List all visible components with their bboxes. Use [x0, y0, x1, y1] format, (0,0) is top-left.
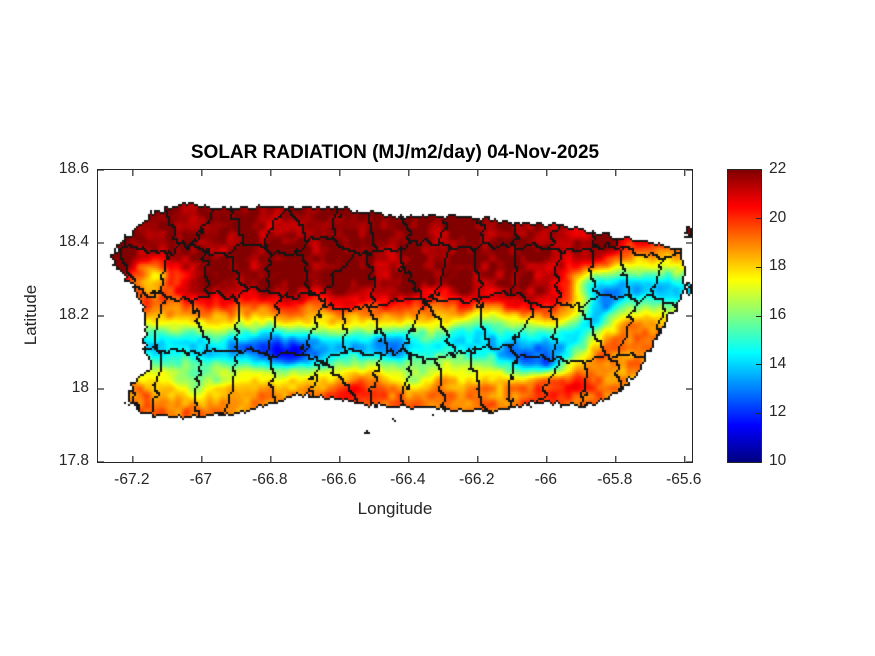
plot-area [97, 169, 693, 463]
y-tick-label: 18.4 [58, 233, 89, 250]
chart-title: SOLAR RADIATION (MJ/m2/day) 04-Nov-2025 [190, 142, 600, 163]
x-tick-label: -66 [534, 471, 557, 488]
x-tick-label: -66.6 [321, 471, 357, 488]
y-tick-label: 17.8 [58, 452, 89, 469]
colorbar-tick-label: 22 [769, 160, 787, 177]
colorbar-tick-mark [756, 412, 761, 414]
x-tick-label: -65.6 [666, 471, 702, 488]
heatmap-canvas [98, 170, 692, 462]
x-tick-label: -67.2 [114, 471, 150, 488]
x-tick-label: -65.8 [597, 471, 633, 488]
x-tick-label: -66.2 [459, 471, 495, 488]
colorbar-tick-label: 10 [769, 452, 787, 469]
colorbar-tick-label: 20 [769, 208, 787, 226]
x-tick-label: -66.8 [252, 471, 288, 488]
x-axis-label: Longitude [357, 499, 433, 518]
y-tick-label: 18.6 [58, 160, 89, 177]
y-tick-label: 18.2 [58, 306, 89, 323]
axis-ticks [98, 170, 692, 462]
x-tick-label: -67 [189, 471, 213, 488]
colorbar-tick-mark [756, 315, 761, 317]
colorbar-tick-mark [756, 218, 761, 220]
colorbar-tick-label: 16 [769, 306, 787, 323]
colorbar-tick-label: 18 [769, 257, 787, 275]
y-tick-label: 18 [71, 379, 89, 396]
colorbar-tick-mark [756, 266, 761, 268]
colorbar-tick-label: 14 [769, 354, 787, 372]
x-tick-label: -66.4 [390, 471, 426, 488]
colorbar-tick-mark [756, 364, 761, 366]
colorbar [727, 169, 762, 463]
colorbar-tick-label: 12 [769, 403, 787, 421]
